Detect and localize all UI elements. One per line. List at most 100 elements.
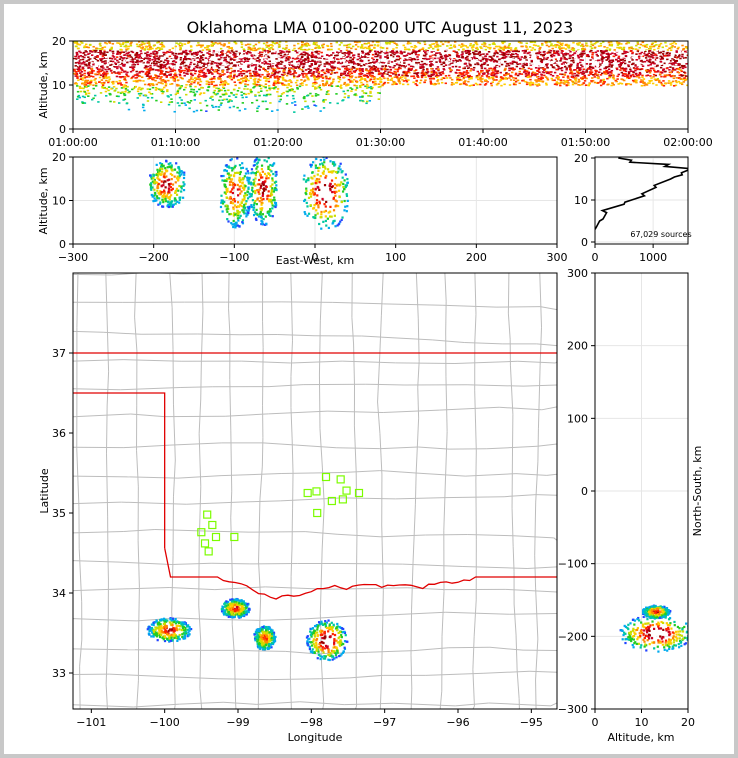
th-source-mark bbox=[558, 48, 562, 50]
th-source-mark bbox=[414, 72, 417, 74]
th-source-mark bbox=[465, 84, 468, 86]
th-source-mark bbox=[382, 53, 385, 55]
th-source-mark bbox=[326, 66, 330, 68]
th-source-mark bbox=[184, 51, 187, 54]
th-source-mark bbox=[567, 50, 570, 52]
th-source-mark bbox=[432, 73, 435, 76]
th-source-mark bbox=[348, 73, 352, 76]
th-source-mark bbox=[339, 63, 342, 66]
th-source-mark bbox=[329, 73, 333, 75]
th-source-mark bbox=[159, 66, 163, 68]
th-source-mark bbox=[268, 48, 271, 51]
th-source-mark bbox=[227, 68, 230, 70]
th-source-mark bbox=[479, 60, 483, 62]
th-source-mark bbox=[588, 65, 592, 68]
th-source-mark bbox=[141, 46, 145, 48]
th-source-mark bbox=[436, 80, 439, 82]
th-source-mark bbox=[469, 58, 472, 60]
th-source-mark bbox=[179, 58, 183, 60]
th-source-mark bbox=[201, 49, 205, 51]
th-source-mark bbox=[116, 67, 119, 70]
th-source-mark bbox=[384, 64, 387, 67]
th-source-mark bbox=[210, 58, 214, 61]
th-source-mark bbox=[229, 57, 233, 60]
th-source-mark bbox=[566, 53, 570, 55]
th-source-mark bbox=[380, 61, 383, 63]
th-source-mark bbox=[233, 41, 236, 43]
th-source-mark bbox=[288, 61, 291, 64]
th-source-mark bbox=[146, 65, 149, 68]
th-source-mark bbox=[215, 61, 218, 64]
th-source-mark bbox=[369, 69, 372, 71]
th-source-mark bbox=[555, 68, 558, 71]
th-source-mark bbox=[297, 66, 300, 68]
th-source-mark bbox=[244, 64, 248, 67]
th-source-mark bbox=[440, 63, 443, 66]
th-source-mark bbox=[546, 71, 550, 73]
th-source-mark bbox=[487, 50, 491, 53]
th-source-mark bbox=[161, 63, 164, 66]
th-source-mark bbox=[229, 75, 232, 78]
th-source-mark bbox=[684, 61, 688, 64]
th-source-mark bbox=[364, 69, 368, 71]
th-source-mark bbox=[546, 52, 549, 54]
th-source-mark bbox=[563, 56, 566, 59]
th-source-mark bbox=[455, 81, 459, 84]
th-source-mark bbox=[567, 62, 570, 65]
th-source-mark bbox=[405, 80, 409, 83]
th-source-mark bbox=[242, 61, 245, 63]
th-source-mark bbox=[619, 64, 622, 67]
th-source-mark bbox=[211, 61, 215, 63]
th-source-mark bbox=[462, 71, 466, 74]
th-source-mark bbox=[540, 58, 544, 61]
th-source-mark bbox=[366, 66, 369, 68]
th-source-mark bbox=[173, 80, 176, 82]
th-source-mark bbox=[351, 45, 355, 48]
th-source-mark bbox=[341, 52, 344, 55]
th-source-mark bbox=[254, 66, 258, 68]
th-source-mark bbox=[283, 67, 286, 70]
th-source-mark bbox=[298, 74, 301, 76]
th-source-mark bbox=[527, 55, 531, 58]
th-source-mark bbox=[219, 47, 223, 50]
th-source-mark bbox=[173, 74, 176, 76]
th-source-mark bbox=[171, 63, 174, 65]
th-source-mark bbox=[472, 84, 475, 86]
th-source-mark bbox=[207, 83, 211, 86]
th-source-mark bbox=[214, 62, 217, 64]
th-source-mark bbox=[99, 52, 102, 55]
th-source-mark bbox=[458, 44, 461, 47]
th-source-mark bbox=[585, 71, 589, 73]
th-source-mark bbox=[636, 65, 639, 68]
th-source-mark bbox=[167, 66, 171, 69]
th-source-mark bbox=[611, 52, 614, 55]
th-source-mark bbox=[165, 67, 168, 70]
th-source-mark bbox=[564, 48, 568, 50]
th-source-mark bbox=[429, 80, 432, 82]
th-source-mark bbox=[624, 67, 627, 70]
th-source-mark bbox=[334, 64, 337, 67]
th-source-mark bbox=[427, 58, 430, 60]
th-source-mark bbox=[259, 67, 262, 69]
th-source-mark bbox=[684, 66, 687, 69]
th-source-mark bbox=[502, 66, 505, 68]
th-source-mark bbox=[635, 67, 639, 69]
th-source-mark bbox=[606, 62, 610, 65]
th-source-mark bbox=[96, 55, 99, 57]
th-source-mark bbox=[117, 72, 121, 75]
th-source-mark bbox=[130, 66, 134, 68]
th-source-mark bbox=[675, 63, 678, 66]
th-source-mark bbox=[261, 73, 264, 76]
th-source-mark bbox=[379, 81, 383, 83]
th-source-mark bbox=[465, 56, 468, 59]
th-source-mark bbox=[100, 51, 103, 54]
th-source-mark bbox=[350, 58, 353, 60]
th-source-mark bbox=[340, 57, 343, 60]
th-source-mark bbox=[686, 47, 688, 50]
th-source-mark bbox=[225, 60, 228, 63]
th-source-mark bbox=[680, 70, 683, 73]
th-source-mark bbox=[597, 45, 601, 47]
th-source-mark bbox=[216, 65, 219, 68]
th-source-mark bbox=[533, 60, 536, 62]
th-source-mark bbox=[80, 70, 83, 73]
